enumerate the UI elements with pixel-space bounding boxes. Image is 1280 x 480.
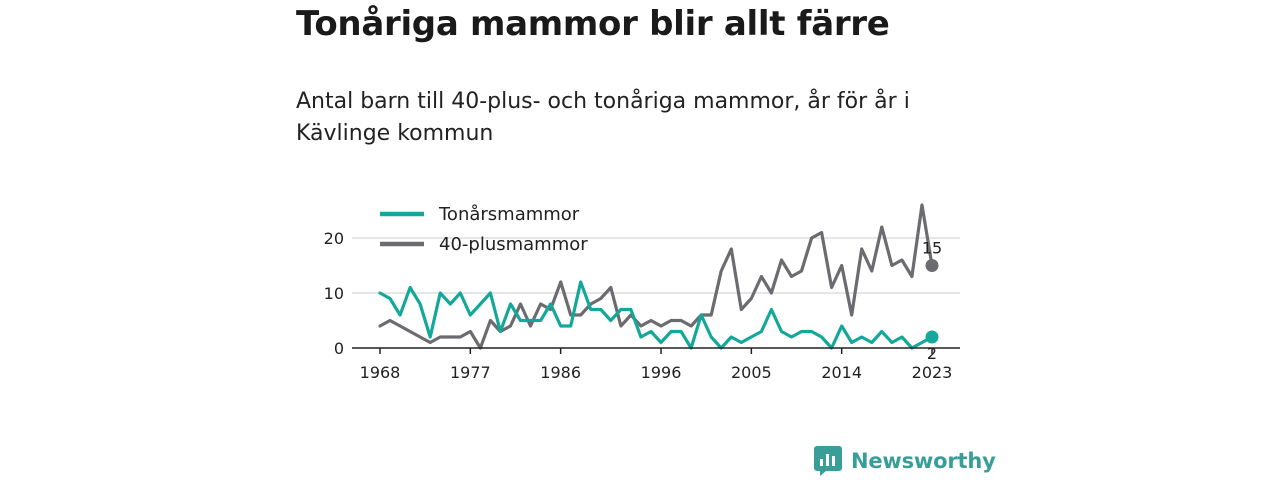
series-lines bbox=[378, 203, 934, 350]
legend: Tonårsmammor 40-plusmammor bbox=[380, 204, 588, 255]
brand-name: Newsworthy bbox=[851, 449, 996, 473]
brand-logo: Newsworthy bbox=[814, 446, 996, 476]
newsworthy-logo-icon bbox=[814, 446, 842, 476]
end-markers: 15 2 bbox=[922, 239, 942, 364]
series-line-tonarsmammor bbox=[378, 280, 934, 350]
y-tick-label-10: 10 bbox=[324, 284, 344, 303]
x-tick-label-1968: 1968 bbox=[360, 363, 401, 382]
x-tick-label-2014: 2014 bbox=[821, 363, 862, 382]
legend-label-1: 40-plusmammor bbox=[439, 234, 588, 255]
end-marker-tonårsmammor bbox=[925, 330, 939, 344]
y-axis-ticks: 0 10 20 bbox=[324, 229, 344, 358]
x-tick-label-2005: 2005 bbox=[731, 363, 772, 382]
series-line-40-plusmammor bbox=[378, 203, 934, 350]
legend-label-0: Tonårsmammor bbox=[438, 204, 580, 225]
y-tick-label-0: 0 bbox=[334, 339, 344, 358]
y-tick-label-20: 20 bbox=[324, 229, 344, 248]
x-tick-label-1977: 1977 bbox=[450, 363, 491, 382]
chart-subtitle: Antal barn till 40-plus- och tonåriga ma… bbox=[296, 89, 910, 146]
end-label-40-plusmammor: 15 bbox=[922, 239, 942, 258]
end-marker-40-plusmammor bbox=[925, 259, 939, 272]
x-axis: 1968 1977 1986 1996 2005 2014 2023 bbox=[352, 347, 960, 382]
x-tick-label-1986: 1986 bbox=[540, 363, 581, 382]
chart-title: Tonåriga mammor blir allt färre bbox=[296, 4, 890, 44]
x-tick-label-2023: 2023 bbox=[912, 363, 953, 382]
x-tick-label-1996: 1996 bbox=[641, 363, 682, 382]
gridlines bbox=[352, 237, 960, 294]
end-label-tonårsmammor: 2 bbox=[927, 344, 937, 363]
